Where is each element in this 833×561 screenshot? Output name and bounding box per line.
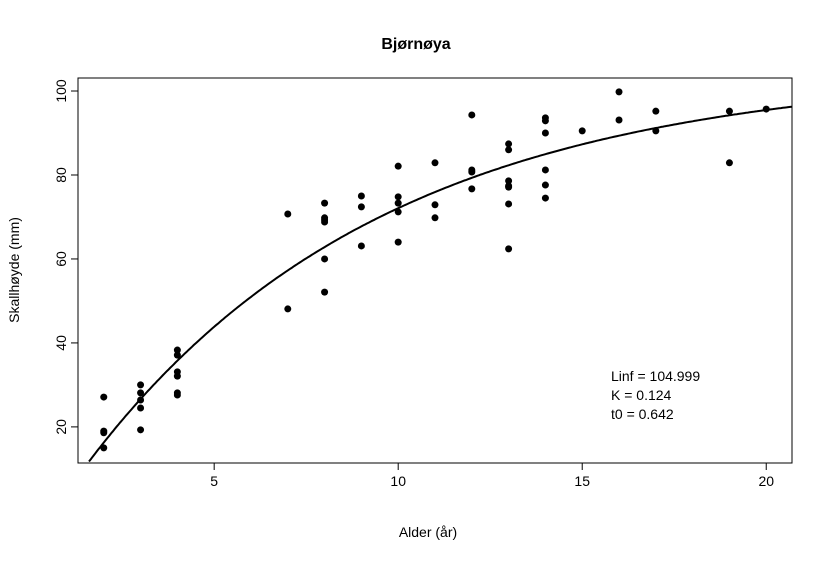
data-point [394,208,402,216]
data-point [394,162,402,170]
data-point [541,194,549,202]
data-point [284,210,292,218]
data-point [431,159,439,167]
data-point [137,396,145,404]
data-point [357,203,365,211]
data-point [468,185,476,193]
data-point [173,346,181,354]
x-tick-label: 20 [758,473,774,489]
data-point [652,127,660,135]
chart-title: Bjørnøya [381,36,450,53]
y-axis-label: Skallhøyde (mm) [6,217,22,323]
data-point [394,238,402,246]
data-point [541,166,549,174]
data-point [100,444,108,452]
data-point [652,107,660,115]
data-point [137,381,145,389]
data-point [137,389,145,397]
data-point [137,404,145,412]
data-point [321,288,329,296]
data-point [762,105,770,113]
data-point [173,391,181,399]
x-axis-label: Alder (år) [399,524,457,540]
data-point [321,255,329,263]
growth-curve [88,105,793,463]
fit-parameters: Linf = 104.999 K = 0.124 t0 = 0.642 [611,368,700,422]
data-point [468,111,476,119]
data-point [615,88,623,96]
data-point [173,351,181,359]
annotation-k: K = 0.124 [611,387,672,403]
data-point [394,193,402,201]
data-point [137,426,145,434]
x-axis: 5 10 15 20 [210,463,774,489]
data-point [468,168,476,176]
x-tick-label: 15 [574,473,590,489]
data-point [541,181,549,189]
annotation-linf: Linf = 104.999 [611,368,700,384]
y-tick-label: 40 [53,335,69,351]
data-point [725,107,733,115]
data-point [431,201,439,209]
x-tick-label: 5 [210,473,218,489]
x-tick-label: 10 [390,473,406,489]
y-tick-label: 80 [53,167,69,183]
data-point [431,214,439,222]
y-axis: 20 40 60 80 100 [53,79,78,435]
data-point [357,242,365,250]
data-point [505,200,513,208]
plot-frame [77,77,793,464]
data-point [100,393,108,401]
data-point [173,372,181,380]
data-point [725,159,733,167]
data-point [541,129,549,137]
annotation-t0: t0 = 0.642 [611,406,674,422]
data-point [100,429,108,437]
data-point [615,116,623,124]
data-point [357,192,365,200]
data-point [505,146,513,154]
data-points [100,88,770,452]
data-point [505,245,513,253]
data-point [578,127,586,135]
data-point [284,305,292,313]
data-point [541,117,549,125]
data-point [505,177,513,185]
data-point [505,140,513,148]
y-tick-label: 20 [53,419,69,435]
data-point [321,218,329,226]
y-tick-label: 60 [53,251,69,267]
data-point [321,199,329,207]
data-point [505,183,513,191]
data-point [394,199,402,207]
y-tick-label: 100 [53,79,69,103]
